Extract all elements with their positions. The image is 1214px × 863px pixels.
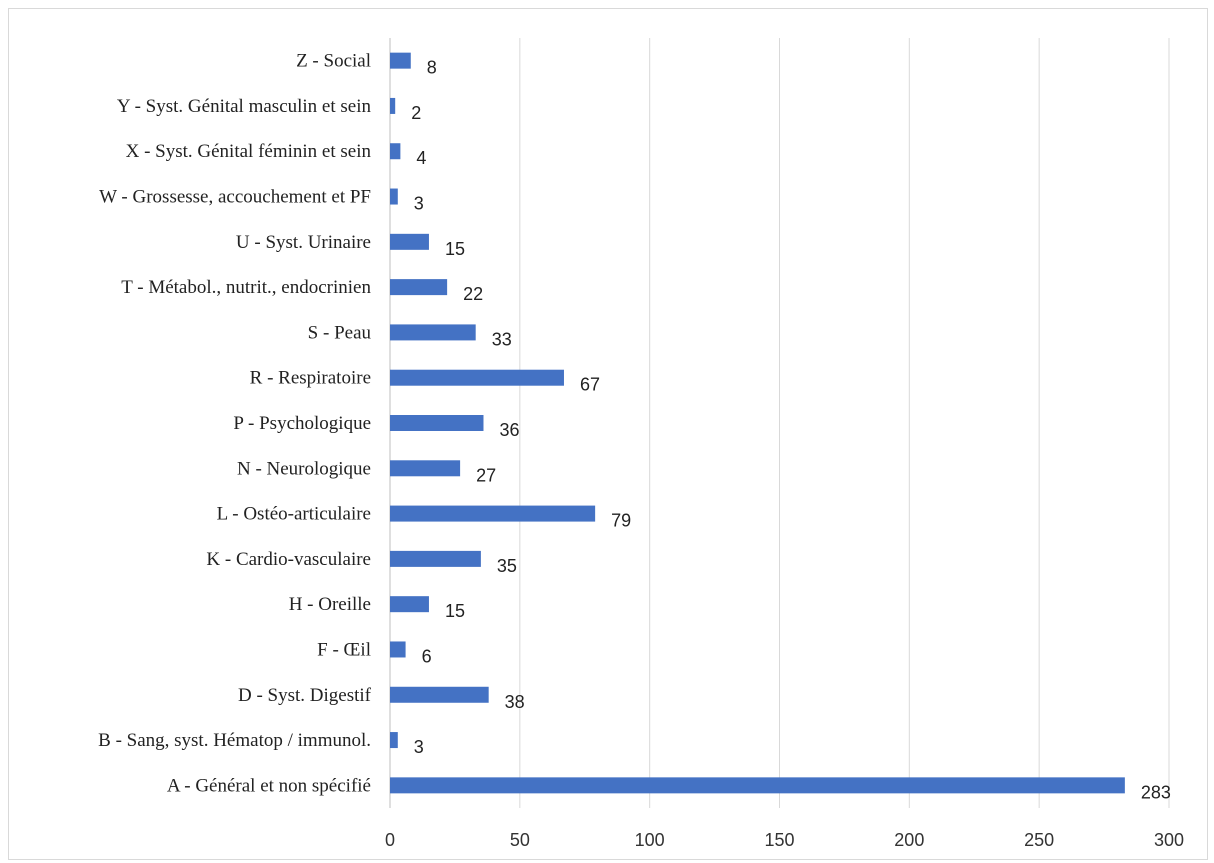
bar — [390, 143, 401, 160]
gridlines — [389, 38, 1170, 808]
value-label: 79 — [611, 511, 631, 531]
category-label: S - Peau — [308, 322, 372, 343]
value-label: 3 — [414, 194, 424, 214]
category-label: T - Métabol., nutrit., endocrinien — [121, 277, 371, 298]
category-label: H - Oreille — [289, 594, 371, 615]
x-tick-label: 200 — [894, 830, 924, 850]
category-label: U - Syst. Urinaire — [236, 232, 371, 253]
value-label: 15 — [445, 601, 465, 621]
value-label: 2 — [411, 103, 421, 123]
value-label: 4 — [416, 148, 426, 168]
value-label: 38 — [505, 692, 525, 712]
category-label: W - Grossesse, accouchement et PF — [99, 187, 371, 208]
value-label: 33 — [492, 329, 512, 349]
category-label: P - Psychologique — [233, 413, 371, 434]
x-tick-label: 100 — [635, 830, 665, 850]
chart-frame — [8, 8, 1208, 860]
bar — [390, 415, 484, 431]
category-label: R - Respiratoire — [250, 368, 371, 389]
category-label: K - Cardio-vasculaire — [206, 549, 371, 570]
x-tick-label: 250 — [1024, 830, 1054, 850]
bar — [390, 550, 481, 567]
value-label: 35 — [497, 556, 517, 576]
value-label: 36 — [499, 420, 519, 440]
value-label: 67 — [580, 375, 600, 395]
bar — [390, 279, 448, 296]
bar — [390, 188, 398, 205]
bar — [390, 732, 398, 749]
value-labels: 8 2 4 3 15 22 33 67 36 27 79 35 15 6 38 3 283 — [411, 58, 1171, 803]
x-tick-label: 0 — [385, 830, 395, 850]
value-label: 22 — [463, 284, 483, 304]
bar — [390, 641, 406, 658]
value-label: 283 — [1141, 782, 1171, 802]
value-label: 3 — [414, 737, 424, 757]
value-label: 8 — [427, 58, 437, 78]
category-labels: Z - Social Y - Syst. Génital masculin et … — [98, 51, 372, 797]
value-label: 15 — [445, 239, 465, 259]
bar — [390, 97, 396, 114]
bar — [390, 324, 476, 341]
category-label: X - Syst. Génital féminin et sein — [126, 141, 372, 162]
bar — [390, 369, 564, 386]
category-label: B - Sang, syst. Hématop / immunol. — [98, 730, 371, 751]
bar — [390, 596, 429, 613]
category-label: L - Ostéo-articulaire — [217, 504, 371, 525]
bar — [390, 460, 461, 477]
category-label: A - Général et non spécifié — [167, 775, 371, 796]
value-label: 6 — [422, 646, 432, 666]
bar — [390, 233, 429, 250]
bar — [390, 505, 596, 522]
x-axis-tick-labels: 0 50 100 150 200 250 300 — [385, 830, 1184, 850]
category-label: Y - Syst. Génital masculin et sein — [117, 96, 372, 117]
bars — [390, 52, 1125, 794]
category-label: N - Neurologique — [237, 458, 371, 479]
x-tick-label: 150 — [764, 830, 794, 850]
category-label: F - Œil — [317, 639, 371, 660]
category-label: D - Syst. Digestif — [238, 685, 372, 706]
x-tick-label: 300 — [1154, 830, 1184, 850]
x-tick-label: 50 — [510, 830, 530, 850]
bar — [390, 52, 411, 69]
value-label: 27 — [476, 465, 496, 485]
category-label: Z - Social — [296, 51, 371, 72]
bar — [390, 686, 489, 703]
bar — [390, 777, 1125, 794]
